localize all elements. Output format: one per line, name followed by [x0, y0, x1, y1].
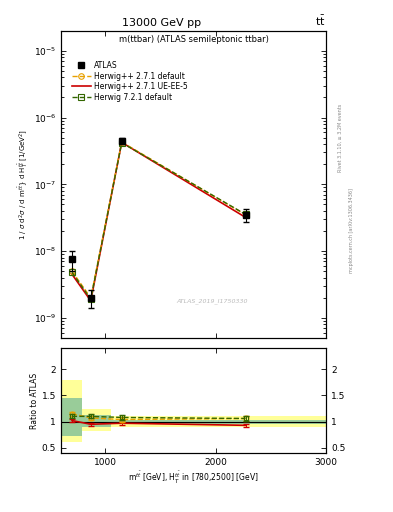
- Bar: [111, 419, 326, 424]
- X-axis label: m$^{t\bar{t}}$ [GeV], H$_{T}^{t\bar{t}}$ in [780,2500] [GeV]: m$^{t\bar{t}}$ [GeV], H$_{T}^{t\bar{t}}$…: [128, 470, 259, 486]
- Bar: [61, 379, 82, 441]
- Text: ATLAS_2019_I1750330: ATLAS_2019_I1750330: [176, 298, 248, 304]
- Bar: [61, 398, 82, 436]
- Bar: [111, 416, 326, 427]
- Text: Rivet 3.1.10, ≥ 3.2M events: Rivet 3.1.10, ≥ 3.2M events: [338, 104, 342, 173]
- Legend: ATLAS, Herwig++ 2.7.1 default, Herwig++ 2.7.1 UE-EE-5, Herwig 7.2.1 default: ATLAS, Herwig++ 2.7.1 default, Herwig++ …: [70, 59, 189, 104]
- Text: mcplots.cern.ch [arXiv:1306.3436]: mcplots.cern.ch [arXiv:1306.3436]: [349, 188, 354, 273]
- Y-axis label: Ratio to ATLAS: Ratio to ATLAS: [30, 373, 39, 429]
- Bar: [82, 415, 111, 427]
- Text: m(ttbar) (ATLAS semileptonic ttbar): m(ttbar) (ATLAS semileptonic ttbar): [119, 35, 268, 45]
- Bar: [82, 409, 111, 431]
- Text: 13000 GeV pp: 13000 GeV pp: [122, 18, 201, 28]
- Y-axis label: 1 / $\sigma$ d$^{2}\sigma$ / d m$^{t\bar{t}}$} d H$_{T}^{t\bar{t}}$ [1/GeV$^{2}$: 1 / $\sigma$ d$^{2}\sigma$ / d m$^{t\bar…: [17, 129, 31, 240]
- Text: t$\bar{\mathregular{t}}$: t$\bar{\mathregular{t}}$: [316, 14, 326, 28]
